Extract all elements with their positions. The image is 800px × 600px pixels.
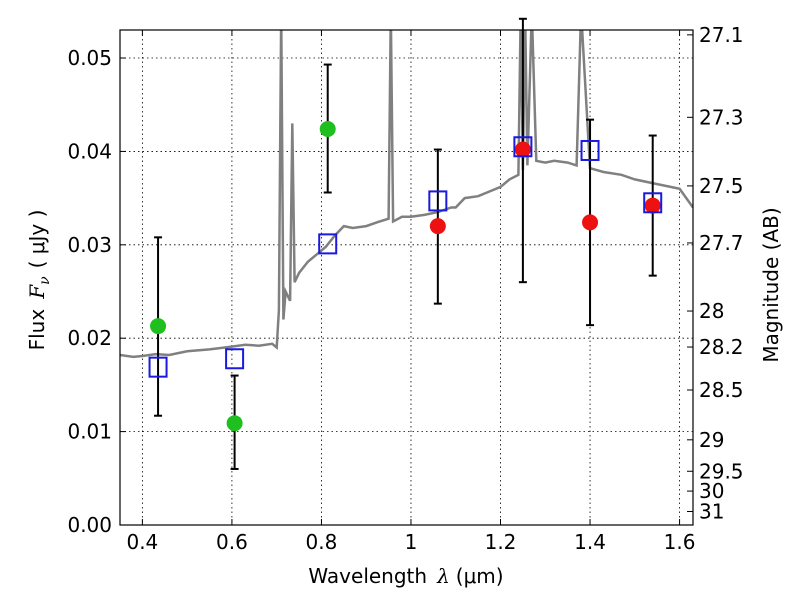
x-tick-label: 0.8 [306,530,338,554]
model-photometry-square [513,136,533,158]
y2-tick-label: 29.5 [699,459,744,483]
tick-layer: 0.4 0.6 0.8 1 1.2 1.4 1.6 0.00 0.01 0.02 0.03 0.04 0… [67,23,743,554]
y2-tick-label: 27.1 [699,23,744,47]
y2-tick-label: 30 [699,479,724,503]
observed-point-nir [514,141,531,158]
y2-tick-label: 28.2 [699,335,744,359]
plot-frame [119,29,694,526]
y2-axis-title: Magnitude (AB) [759,207,783,362]
y-tick-label: 0.03 [67,233,112,257]
x-tick-label: 1.2 [485,530,517,554]
y2-tick-label: 28 [699,299,724,323]
y-tick-label: 0.02 [67,326,112,350]
y-axis-title-prefix: Flux [25,309,49,351]
y-tick-label: 0.04 [67,139,112,163]
y2-tick-label: 27.7 [699,231,744,255]
observed-point-nir [582,214,599,231]
y-tick-label: 0.01 [67,420,112,444]
observed-point-optical [150,318,167,335]
model-photometry-square [318,233,338,255]
x-axis-title-symbol: λ [436,564,450,588]
model-photometry-square [428,190,448,212]
model-photometry-square [643,192,663,214]
y-tick-label: 0.05 [67,46,112,70]
y2-tick-label: 28.5 [699,378,744,402]
x-tick-label: 1.6 [664,530,696,554]
x-axis-title-unit: (μm) [456,564,504,588]
y-axis-title-symbol: F [25,284,49,300]
model-spectrum-line [120,30,693,359]
x-tick-label: 0.4 [126,530,158,554]
model-photometry-square [225,348,245,370]
y2-tick-label: 27.5 [699,174,744,198]
observed-point-optical [226,415,243,432]
model-photometry-square [148,356,168,378]
y-axis-title-subscript: ν [37,276,53,285]
x-axis-title-prefix: Wavelength [308,564,427,588]
x-tick-label: 1 [405,530,418,554]
x-axis-title: Wavelength λ (μm) [308,564,503,588]
marker-layer [148,121,663,432]
y-tick-label: 0.00 [67,513,112,537]
x-tick-label: 0.6 [216,530,248,554]
model-photometry-square [580,139,600,161]
y-axis-title: Flux Fν ( μJy ) [25,210,53,351]
observed-point-nir [644,197,661,214]
y2-tick-label: 27.3 [699,105,744,129]
model-spectrum-layer [120,30,693,359]
y2-tick-label: 31 [699,500,724,524]
observed-point-nir [429,218,446,235]
observed-point-optical [319,121,336,137]
x-tick-label: 1.4 [574,530,606,554]
y2-tick-label: 29 [699,428,724,452]
y-axis-title-unit: ( μJy ) [25,210,49,269]
grid-layer [120,30,693,526]
